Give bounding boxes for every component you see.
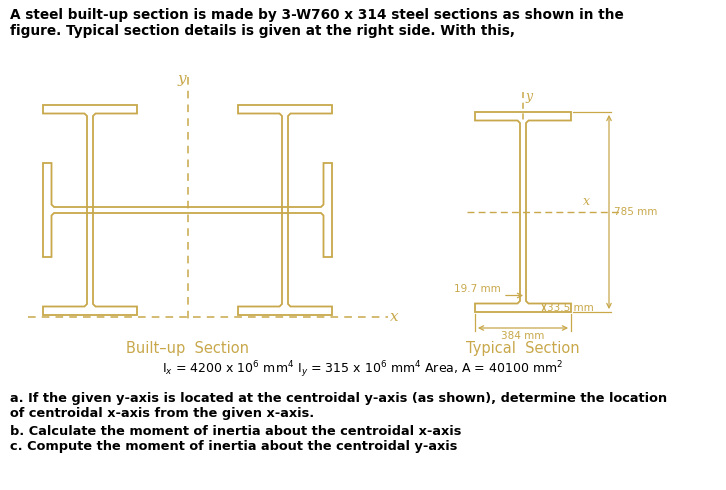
Text: c. Compute the moment of inertia about the centroidal y-axis: c. Compute the moment of inertia about t…	[10, 440, 457, 453]
Text: figure. Typical section details is given at the right side. With this,: figure. Typical section details is given…	[10, 24, 515, 38]
Text: of centroidal x-axis from the given x-axis.: of centroidal x-axis from the given x-ax…	[10, 407, 314, 420]
Text: y: y	[177, 72, 186, 86]
Text: 785 mm: 785 mm	[614, 207, 657, 217]
Text: 33.5 mm: 33.5 mm	[547, 303, 594, 313]
Text: A steel built-up section is made by 3-W760 x 314 steel sections as shown in the: A steel built-up section is made by 3-W7…	[10, 8, 624, 22]
Text: y: y	[525, 90, 532, 103]
Text: I$_x$ = 4200 x 10$^6$ mm$^4$ I$_y$ = 315 x 10$^6$ mm$^4$ Area, A = 40100 mm$^2$: I$_x$ = 4200 x 10$^6$ mm$^4$ I$_y$ = 315…	[163, 360, 563, 380]
Text: x: x	[390, 310, 399, 324]
Text: 384 mm: 384 mm	[502, 331, 544, 341]
Text: 19.7 mm: 19.7 mm	[454, 285, 501, 294]
Text: a. If the given y-axis is located at the centroidal y-axis (as shown), determine: a. If the given y-axis is located at the…	[10, 392, 667, 405]
Text: x: x	[583, 195, 590, 208]
Text: Typical  Section: Typical Section	[466, 341, 580, 356]
Text: Built–up  Section: Built–up Section	[126, 341, 248, 356]
Text: b. Calculate the moment of inertia about the centroidal x-axis: b. Calculate the moment of inertia about…	[10, 425, 462, 438]
